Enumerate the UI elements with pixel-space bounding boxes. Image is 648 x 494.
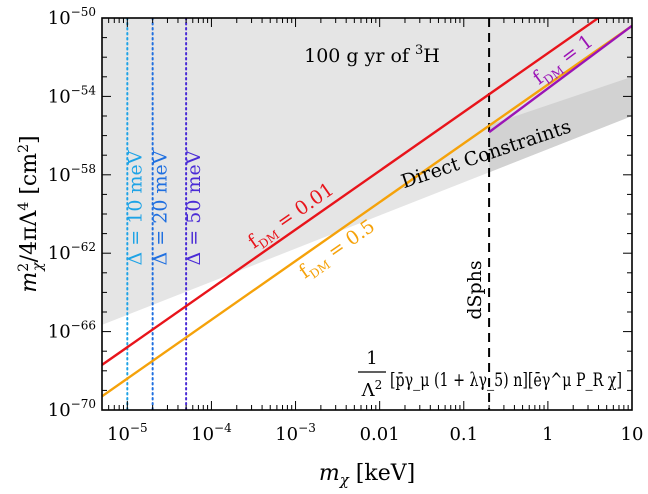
direct-constraints-region — [489, 76, 632, 173]
x-tick-label: 0.01 — [360, 424, 400, 445]
series-line-2 — [488, 24, 632, 134]
region-label-tritium: 100 g yr of 3H — [304, 43, 440, 67]
x-tick-label: 1 — [542, 424, 553, 445]
vertical-line-label-1: Δ = 20 meV — [150, 150, 172, 265]
y-tick-label: 10−62 — [48, 240, 96, 264]
y-tick-label: 10−70 — [48, 397, 96, 421]
x-tick-label: 0.1 — [449, 424, 478, 445]
y-axis-label: m2χ/4πΛ4 [cm2] — [16, 135, 46, 292]
y-tick-label: 10−66 — [48, 319, 96, 343]
formula-denominator: Λ2 — [361, 378, 383, 401]
x-tick-label: 10 — [621, 424, 644, 445]
y-tick-label: 10−58 — [48, 162, 96, 186]
formula-annotation: 1 Λ2 [p̄γ_μ (1 + λγ_5) n][ēγ^μ P_R χ] — [358, 348, 622, 401]
vertical-line-label-0: Δ = 10 meV — [124, 150, 146, 265]
vertical-line-label-3: dSphs — [464, 260, 486, 319]
x-tick-label: 10−4 — [191, 421, 232, 445]
y-tick-label: 10−54 — [48, 83, 97, 107]
x-tick-label: 10−5 — [107, 421, 148, 445]
x-tick-label: 10−3 — [275, 421, 316, 445]
series-line-0 — [102, 18, 601, 366]
y-tick-label: 10−50 — [48, 5, 96, 29]
formula-body: [p̄γ_μ (1 + λγ_5) n][ēγ^μ P_R χ] — [390, 369, 622, 391]
series-line-1 — [102, 24, 632, 398]
vertical-line-label-2: Δ = 50 meV — [183, 150, 205, 265]
formula-numerator: 1 — [366, 348, 377, 369]
x-axis-label: mχ [keV] — [319, 461, 415, 489]
tritium-excluded-region — [102, 18, 632, 325]
plot-area — [102, 18, 632, 410]
